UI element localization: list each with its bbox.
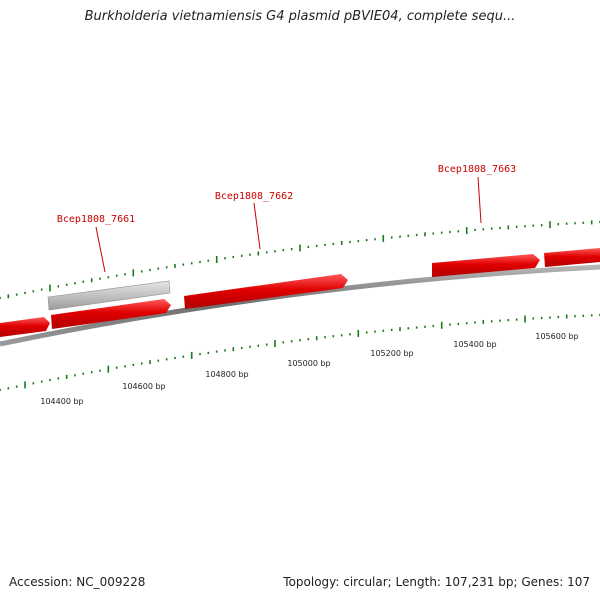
position-label: 105600 bp [535,332,578,341]
gene-gray[interactable] [47,280,171,311]
gene-label-7662[interactable]: Bcep1808_7662 [215,191,293,202]
topology-stats: Topology: circular; Length: 107,231 bp; … [283,575,590,589]
position-label: 104400 bp [40,397,83,406]
gene-label-7663[interactable]: Bcep1808_7663 [438,164,516,175]
inner-tick-row [0,313,600,392]
gene-label-7661[interactable]: Bcep1808_7661 [57,214,135,225]
gene-bcep1808-7661[interactable] [51,299,171,329]
gene-left-edge[interactable] [0,317,50,337]
gene-bcep1808-7662[interactable] [184,274,348,309]
position-label: 104800 bp [205,370,248,379]
accession-text: Accession: NC_009228 [9,575,146,589]
leader-line-7661 [95,226,106,273]
leader-line-7662 [253,202,261,250]
position-label: 105400 bp [453,340,496,349]
gene-right-edge[interactable] [544,248,600,267]
backbone-line [0,264,600,347]
outer-tick-row [0,220,600,300]
map-title: Burkholderia vietnamiensis G4 plasmid pB… [84,9,516,24]
leader-line-7663 [477,176,482,224]
position-label: 105200 bp [370,349,413,358]
gene-bcep1808-7663[interactable] [432,254,540,277]
position-label: 105000 bp [287,359,330,368]
position-label: 104600 bp [122,382,165,391]
